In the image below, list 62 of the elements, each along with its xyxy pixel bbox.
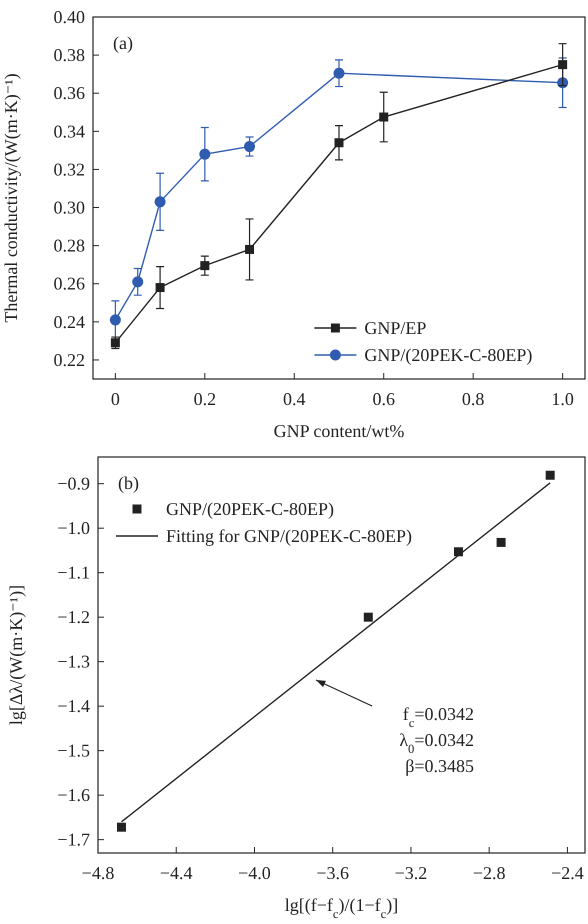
point — [200, 261, 210, 270]
point — [334, 138, 344, 148]
y-tick-label: 0.24 — [54, 312, 85, 332]
x-tick-label: 0.8 — [462, 389, 484, 409]
x-axis-title: GNP content/wt% — [274, 421, 404, 441]
y-tick-label: 0.36 — [54, 83, 85, 104]
y-tick-label: −1.3 — [57, 652, 90, 672]
point — [334, 68, 344, 79]
legend-label: GNP/EP — [364, 318, 426, 338]
y-tick-label: 0.22 — [54, 350, 85, 370]
y-tick-label: −1.6 — [57, 785, 90, 806]
x-tick-label: 0.4 — [283, 389, 306, 409]
y-tick-label: 0.32 — [54, 159, 85, 180]
y-tick-label: −1.5 — [57, 740, 90, 761]
y-tick-label: 0.28 — [54, 236, 85, 256]
x-axis-title: lg[(f−f$_{c}$)/(1−f$_{c}$)] — [284, 895, 398, 921]
x-tick-label: 0 — [110, 389, 120, 409]
y-axis-title: Thermal conductivity/(W(m·K)⁻¹) — [1, 73, 21, 323]
point — [132, 276, 144, 288]
point — [364, 612, 373, 622]
y-axis-title: lg[Δλ/(W(m·K)⁻¹)] — [6, 584, 26, 726]
annotation: λ$_{0}$=0.0342 — [399, 730, 474, 756]
x-tick-label: 0.6 — [372, 389, 395, 409]
y-tick-label: −1.1 — [57, 562, 90, 583]
x-tick-label: −3.6 — [316, 863, 350, 883]
point — [110, 314, 121, 326]
legend-label: Fitting for GNP/(20PEK-C-80EP) — [166, 526, 412, 546]
annotation: f$_{c}$=0.0342 — [402, 704, 474, 730]
legend-label: GNP/(20PEK-C-80EP) — [166, 499, 334, 519]
point — [199, 148, 210, 160]
annotation: (a) — [113, 33, 133, 53]
y-tick-label: −1.4 — [57, 696, 90, 716]
point — [156, 283, 165, 292]
x-tick-label: −4.8 — [82, 863, 114, 883]
point — [245, 244, 254, 254]
y-tick-label: 0.40 — [54, 7, 85, 27]
x-tick-label: −3.2 — [394, 863, 428, 883]
point — [244, 141, 256, 152]
y-tick-label: −1.7 — [57, 830, 90, 850]
point — [116, 822, 126, 832]
annotation: (b) — [118, 473, 139, 493]
y-tick-label: 0.26 — [54, 274, 85, 294]
annotation: β=0.3485 — [405, 756, 474, 776]
point — [154, 196, 166, 208]
x-tick-label: 1.0 — [551, 389, 574, 409]
legend-label: GNP/(20PEK-C-80EP) — [364, 345, 532, 365]
point — [558, 60, 568, 70]
y-tick-label: 0.30 — [54, 198, 85, 218]
x-tick-label: −4.0 — [238, 863, 271, 883]
x-tick-label: −4.4 — [160, 863, 193, 883]
y-tick-label: 0.38 — [54, 45, 85, 66]
x-tick-label: −2.4 — [551, 863, 584, 883]
point — [454, 547, 463, 556]
y-tick-label: −1.0 — [57, 518, 90, 538]
y-tick-label: −1.2 — [57, 607, 90, 628]
point — [496, 538, 506, 547]
y-tick-label: 0.34 — [54, 121, 85, 142]
point — [546, 470, 555, 480]
point — [379, 112, 388, 122]
x-tick-label: 0.2 — [194, 389, 216, 409]
y-tick-label: −0.9 — [57, 474, 90, 494]
x-tick-label: −2.8 — [472, 863, 506, 883]
